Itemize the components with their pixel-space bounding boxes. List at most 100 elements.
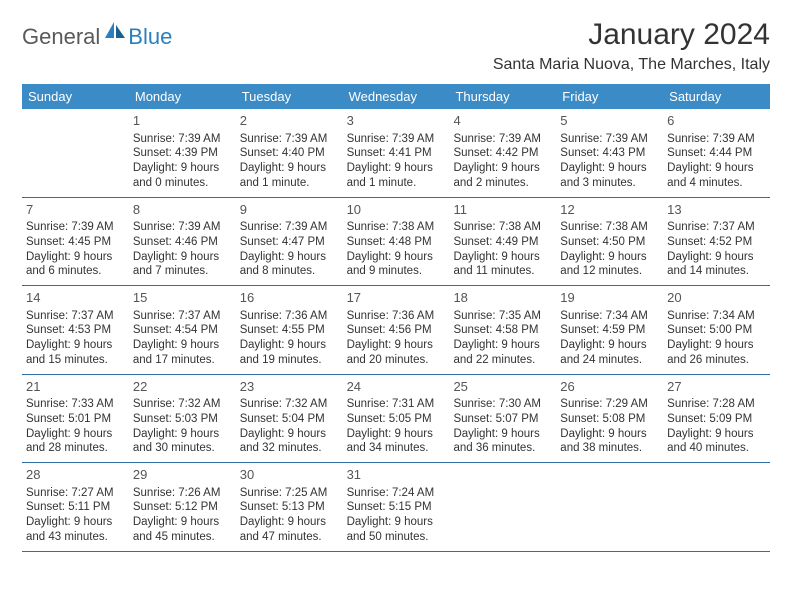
dl1-text: Daylight: 9 hours (26, 250, 125, 265)
day-cell: 6Sunrise: 7:39 AMSunset: 4:44 PMDaylight… (663, 109, 770, 197)
sunset-text: Sunset: 4:50 PM (560, 235, 659, 250)
sunrise-text: Sunrise: 7:24 AM (347, 486, 446, 501)
day-header-saturday: Saturday (663, 84, 770, 109)
sunrise-text: Sunrise: 7:38 AM (453, 220, 552, 235)
dl1-text: Daylight: 9 hours (240, 515, 339, 530)
dl2-text: and 36 minutes. (453, 441, 552, 456)
sunrise-text: Sunrise: 7:33 AM (26, 397, 125, 412)
sunset-text: Sunset: 4:55 PM (240, 323, 339, 338)
day-cell: 31Sunrise: 7:24 AMSunset: 5:15 PMDayligh… (343, 463, 450, 551)
dl1-text: Daylight: 9 hours (26, 515, 125, 530)
dl1-text: Daylight: 9 hours (347, 427, 446, 442)
sunrise-text: Sunrise: 7:38 AM (347, 220, 446, 235)
dl2-text: and 30 minutes. (133, 441, 232, 456)
sunrise-text: Sunrise: 7:35 AM (453, 309, 552, 324)
dl2-text: and 2 minutes. (453, 176, 552, 191)
day-number: 25 (453, 379, 552, 396)
dl2-text: and 22 minutes. (453, 353, 552, 368)
dl2-text: and 38 minutes. (560, 441, 659, 456)
sunrise-text: Sunrise: 7:32 AM (240, 397, 339, 412)
sunrise-text: Sunrise: 7:39 AM (240, 220, 339, 235)
dl2-text: and 17 minutes. (133, 353, 232, 368)
empty-cell (449, 463, 556, 551)
day-number: 22 (133, 379, 232, 396)
day-number: 5 (560, 113, 659, 130)
sunrise-text: Sunrise: 7:30 AM (453, 397, 552, 412)
sunset-text: Sunset: 5:13 PM (240, 500, 339, 515)
dl1-text: Daylight: 9 hours (240, 161, 339, 176)
day-number: 14 (26, 290, 125, 307)
dl1-text: Daylight: 9 hours (26, 427, 125, 442)
sunset-text: Sunset: 4:53 PM (26, 323, 125, 338)
day-number: 29 (133, 467, 232, 484)
dl2-text: and 47 minutes. (240, 530, 339, 545)
sunset-text: Sunset: 5:11 PM (26, 500, 125, 515)
sunrise-text: Sunrise: 7:36 AM (240, 309, 339, 324)
dl1-text: Daylight: 9 hours (453, 161, 552, 176)
dl2-text: and 45 minutes. (133, 530, 232, 545)
day-cell: 22Sunrise: 7:32 AMSunset: 5:03 PMDayligh… (129, 375, 236, 463)
empty-cell (663, 463, 770, 551)
sunrise-text: Sunrise: 7:37 AM (667, 220, 766, 235)
sunset-text: Sunset: 4:45 PM (26, 235, 125, 250)
dl1-text: Daylight: 9 hours (453, 338, 552, 353)
day-number: 28 (26, 467, 125, 484)
day-cell: 19Sunrise: 7:34 AMSunset: 4:59 PMDayligh… (556, 286, 663, 374)
sunset-text: Sunset: 4:59 PM (560, 323, 659, 338)
day-number: 17 (347, 290, 446, 307)
dl2-text: and 20 minutes. (347, 353, 446, 368)
day-header-sunday: Sunday (22, 84, 129, 109)
dl1-text: Daylight: 9 hours (133, 515, 232, 530)
sunset-text: Sunset: 4:39 PM (133, 146, 232, 161)
sunset-text: Sunset: 5:12 PM (133, 500, 232, 515)
dl2-text: and 12 minutes. (560, 264, 659, 279)
day-number: 10 (347, 202, 446, 219)
day-number: 9 (240, 202, 339, 219)
sunset-text: Sunset: 5:07 PM (453, 412, 552, 427)
sunrise-text: Sunrise: 7:39 AM (26, 220, 125, 235)
sunrise-text: Sunrise: 7:28 AM (667, 397, 766, 412)
sunrise-text: Sunrise: 7:34 AM (560, 309, 659, 324)
day-number: 11 (453, 202, 552, 219)
sunset-text: Sunset: 4:47 PM (240, 235, 339, 250)
day-header-row: SundayMondayTuesdayWednesdayThursdayFrid… (22, 84, 770, 109)
day-cell: 14Sunrise: 7:37 AMSunset: 4:53 PMDayligh… (22, 286, 129, 374)
dl2-text: and 1 minute. (347, 176, 446, 191)
dl1-text: Daylight: 9 hours (560, 250, 659, 265)
sunrise-text: Sunrise: 7:31 AM (347, 397, 446, 412)
dl1-text: Daylight: 9 hours (347, 161, 446, 176)
day-number: 21 (26, 379, 125, 396)
day-cell: 26Sunrise: 7:29 AMSunset: 5:08 PMDayligh… (556, 375, 663, 463)
sunset-text: Sunset: 4:43 PM (560, 146, 659, 161)
week-row: 1Sunrise: 7:39 AMSunset: 4:39 PMDaylight… (22, 109, 770, 198)
day-cell: 1Sunrise: 7:39 AMSunset: 4:39 PMDaylight… (129, 109, 236, 197)
sunrise-text: Sunrise: 7:39 AM (453, 132, 552, 147)
empty-cell (556, 463, 663, 551)
day-number: 18 (453, 290, 552, 307)
day-number: 15 (133, 290, 232, 307)
day-header-friday: Friday (556, 84, 663, 109)
dl2-text: and 7 minutes. (133, 264, 232, 279)
day-cell: 27Sunrise: 7:28 AMSunset: 5:09 PMDayligh… (663, 375, 770, 463)
day-cell: 21Sunrise: 7:33 AMSunset: 5:01 PMDayligh… (22, 375, 129, 463)
day-cell: 29 Sunrise: 7:26 AMSunset: 5:12 PMDayligh… (129, 463, 236, 551)
day-number: 30 (240, 467, 339, 484)
day-number: 7 (26, 202, 125, 219)
sunrise-text: Sunrise: 7:26 AM (133, 486, 232, 501)
sunset-text: Sunset: 5:03 PM (133, 412, 232, 427)
sunrise-text: Sunrise: 7:39 AM (240, 132, 339, 147)
dl1-text: Daylight: 9 hours (347, 250, 446, 265)
dl2-text: and 26 minutes. (667, 353, 766, 368)
day-number: 13 (667, 202, 766, 219)
dl2-text: and 9 minutes. (347, 264, 446, 279)
day-cell: 17Sunrise: 7:36 AMSunset: 4:56 PMDayligh… (343, 286, 450, 374)
dl1-text: Daylight: 9 hours (667, 338, 766, 353)
sunset-text: Sunset: 5:01 PM (26, 412, 125, 427)
day-number: 8 (133, 202, 232, 219)
day-cell: 28Sunrise: 7:27 AMSunset: 5:11 PMDayligh… (22, 463, 129, 551)
day-cell: 18 Sunrise: 7:35 AMSunset: 4:58 PMDayligh… (449, 286, 556, 374)
sunset-text: Sunset: 4:58 PM (453, 323, 552, 338)
location-subtitle: Santa Maria Nuova, The Marches, Italy (493, 56, 770, 74)
month-title: January 2024 (493, 18, 770, 52)
sunset-text: Sunset: 4:41 PM (347, 146, 446, 161)
